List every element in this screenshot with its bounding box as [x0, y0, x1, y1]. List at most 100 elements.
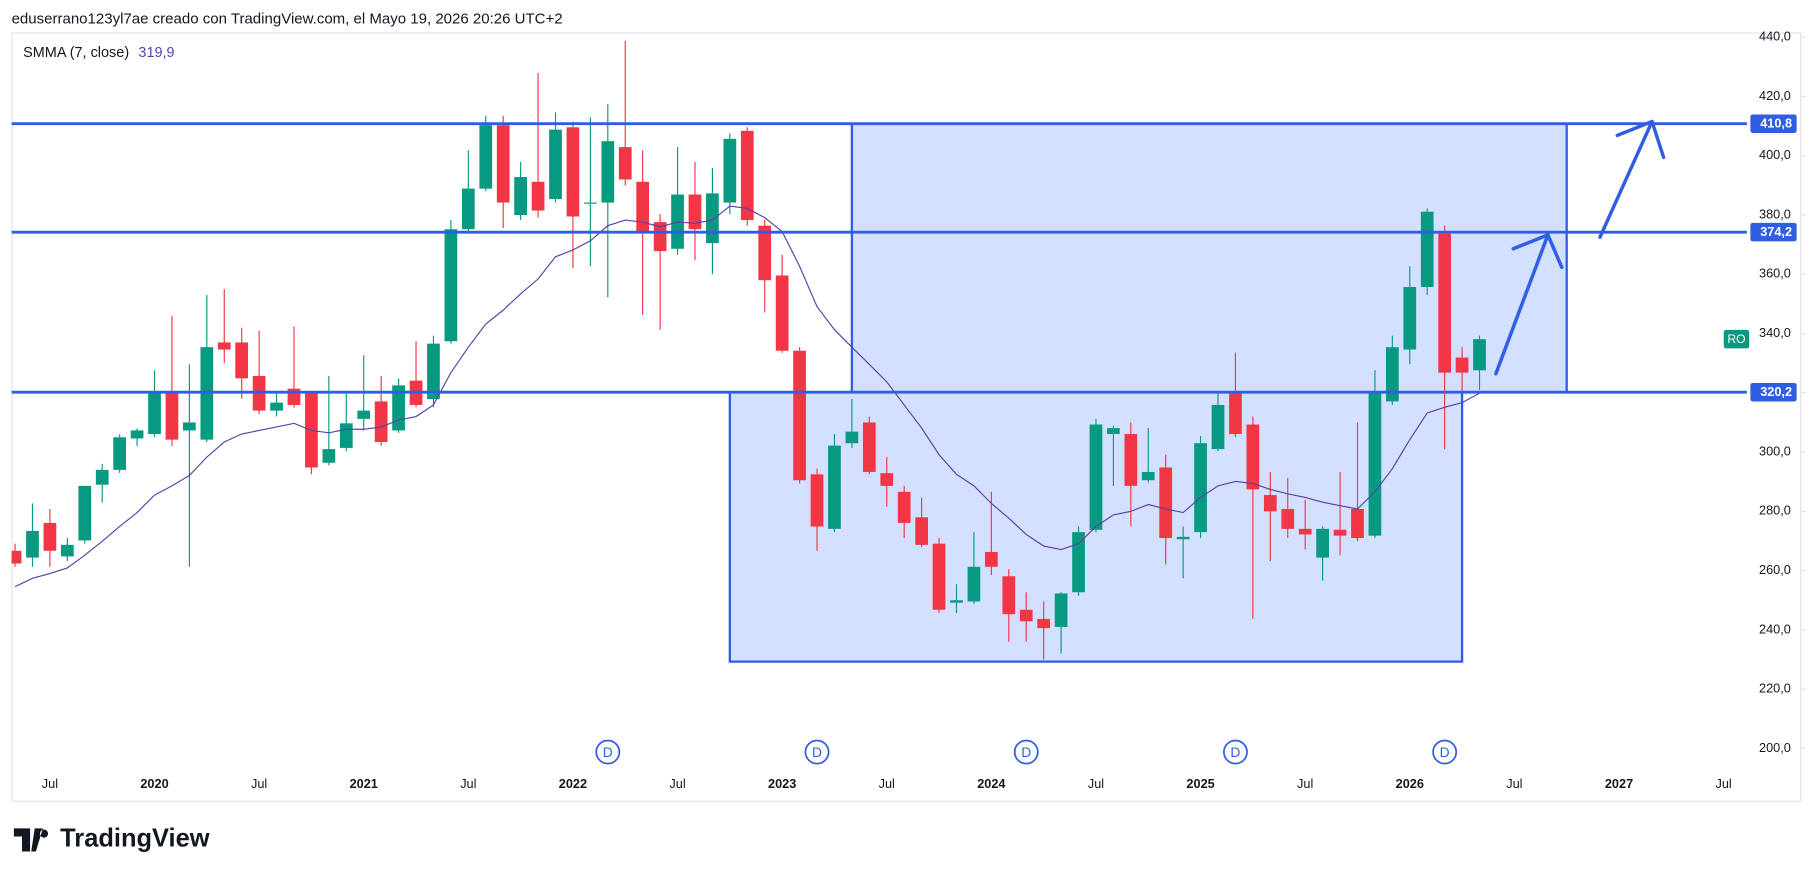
y-tick-label: 240,0: [1759, 621, 1791, 636]
x-tick-label: 2026: [1396, 776, 1424, 791]
x-tick-label: 2023: [768, 776, 796, 791]
level-label: 320,2: [1760, 384, 1792, 399]
x-tick-label: 2020: [140, 776, 168, 791]
candle-body: [514, 177, 527, 215]
candle-body: [601, 141, 615, 203]
smma-line: [14, 205, 1480, 588]
x-tick-label: Jul: [1088, 776, 1104, 791]
candle-body: [758, 225, 772, 281]
zone: [850, 122, 1568, 394]
y-tick-label: 380,0: [1759, 206, 1791, 221]
x-tick-label: 2024: [977, 776, 1005, 791]
dividend-label: D: [1230, 744, 1240, 760]
candle-body: [1333, 529, 1347, 536]
y-tick-label: 360,0: [1759, 266, 1791, 281]
level-badge: [1750, 222, 1797, 242]
candle-body: [11, 550, 22, 564]
y-tick-label: 340,0: [1759, 325, 1791, 340]
candle-body: [1246, 424, 1260, 490]
x-tick-label: Jul: [1715, 776, 1731, 791]
chart-frame: [11, 32, 1802, 802]
logo: TradingView: [13, 825, 210, 853]
dividend-label: D: [1021, 744, 1031, 760]
candle-body: [444, 229, 458, 342]
level-label: 410,8: [1760, 116, 1792, 131]
level-badge: [1750, 382, 1797, 402]
level-badge: [1750, 114, 1797, 133]
candle-body: [427, 343, 440, 400]
candle-body: [740, 130, 754, 221]
candle-body: [322, 449, 336, 463]
y-tick-label: 440,0: [1759, 29, 1791, 44]
candle-body: [932, 543, 946, 610]
symbol-badge-label: RO: [1727, 332, 1745, 346]
candle-body: [618, 147, 632, 180]
candle-body: [1473, 339, 1486, 371]
candle-body: [984, 551, 998, 567]
candle-body: [636, 181, 650, 232]
x-tick-label: Jul: [1297, 776, 1313, 791]
y-tick-label: 260,0: [1759, 562, 1791, 577]
candle-body: [793, 350, 806, 481]
dividend-marker: [1013, 739, 1039, 765]
x-tick-label: Jul: [251, 776, 267, 791]
candle-body: [60, 544, 74, 557]
candle-body: [95, 469, 109, 485]
candle-body: [1176, 536, 1190, 540]
candle-body: [706, 193, 719, 244]
candle-body: [1089, 424, 1103, 530]
candle-body: [1438, 233, 1452, 373]
candle-body: [1141, 471, 1155, 481]
candle-body: [1368, 393, 1382, 536]
candle-body: [235, 342, 249, 379]
candle-body: [1037, 618, 1051, 629]
candle-body: [810, 474, 824, 527]
logo-icon: [13, 828, 49, 852]
candle-body: [1072, 532, 1085, 593]
candle-body: [78, 485, 92, 541]
candle-body: [1316, 528, 1329, 558]
y-tick-label: 200,0: [1759, 740, 1791, 755]
candle-body: [374, 401, 388, 443]
x-tick-label: Jul: [460, 776, 476, 791]
legend-value: 319,9: [138, 45, 174, 61]
candle-body: [775, 275, 789, 351]
candle-body: [43, 522, 57, 551]
candle-body: [357, 410, 371, 419]
candle-body: [723, 138, 737, 203]
candle-body: [862, 422, 876, 472]
x-tick-label: Jul: [1506, 776, 1522, 791]
candle-body: [26, 530, 39, 558]
candle-body: [1455, 357, 1469, 373]
level-label: 374,2: [1760, 224, 1792, 239]
candle-body: [1054, 593, 1068, 627]
candle-body: [461, 188, 475, 230]
candle-body: [1002, 576, 1016, 615]
arrow-head: [1615, 119, 1666, 160]
arrow: [1598, 119, 1654, 239]
candle-body: [1420, 211, 1434, 288]
dividend-marker: [595, 739, 621, 765]
candle-body: [1211, 404, 1225, 450]
y-tick-label: 220,0: [1759, 681, 1791, 696]
arrows: [1494, 119, 1666, 376]
candle-body: [1263, 495, 1277, 512]
candle-body: [828, 445, 841, 529]
candle-body: [1229, 393, 1242, 435]
candle-body: [1019, 609, 1033, 622]
y-tick-label: 280,0: [1759, 503, 1791, 518]
candle-body: [549, 129, 562, 199]
candle-body: [1298, 528, 1312, 535]
candle-body: [1351, 508, 1364, 539]
dividend-marker: [1223, 739, 1248, 765]
y-tick-label: 300,0: [1759, 443, 1791, 458]
header: eduserrano123yl7ae creado con TradingVie…: [12, 11, 563, 28]
x-tick-label: 2027: [1605, 776, 1633, 791]
candle-body: [880, 473, 894, 486]
candle-body: [1194, 443, 1207, 533]
candle-body: [967, 566, 981, 602]
candle-body: [165, 393, 179, 440]
candle-body: [688, 194, 702, 230]
